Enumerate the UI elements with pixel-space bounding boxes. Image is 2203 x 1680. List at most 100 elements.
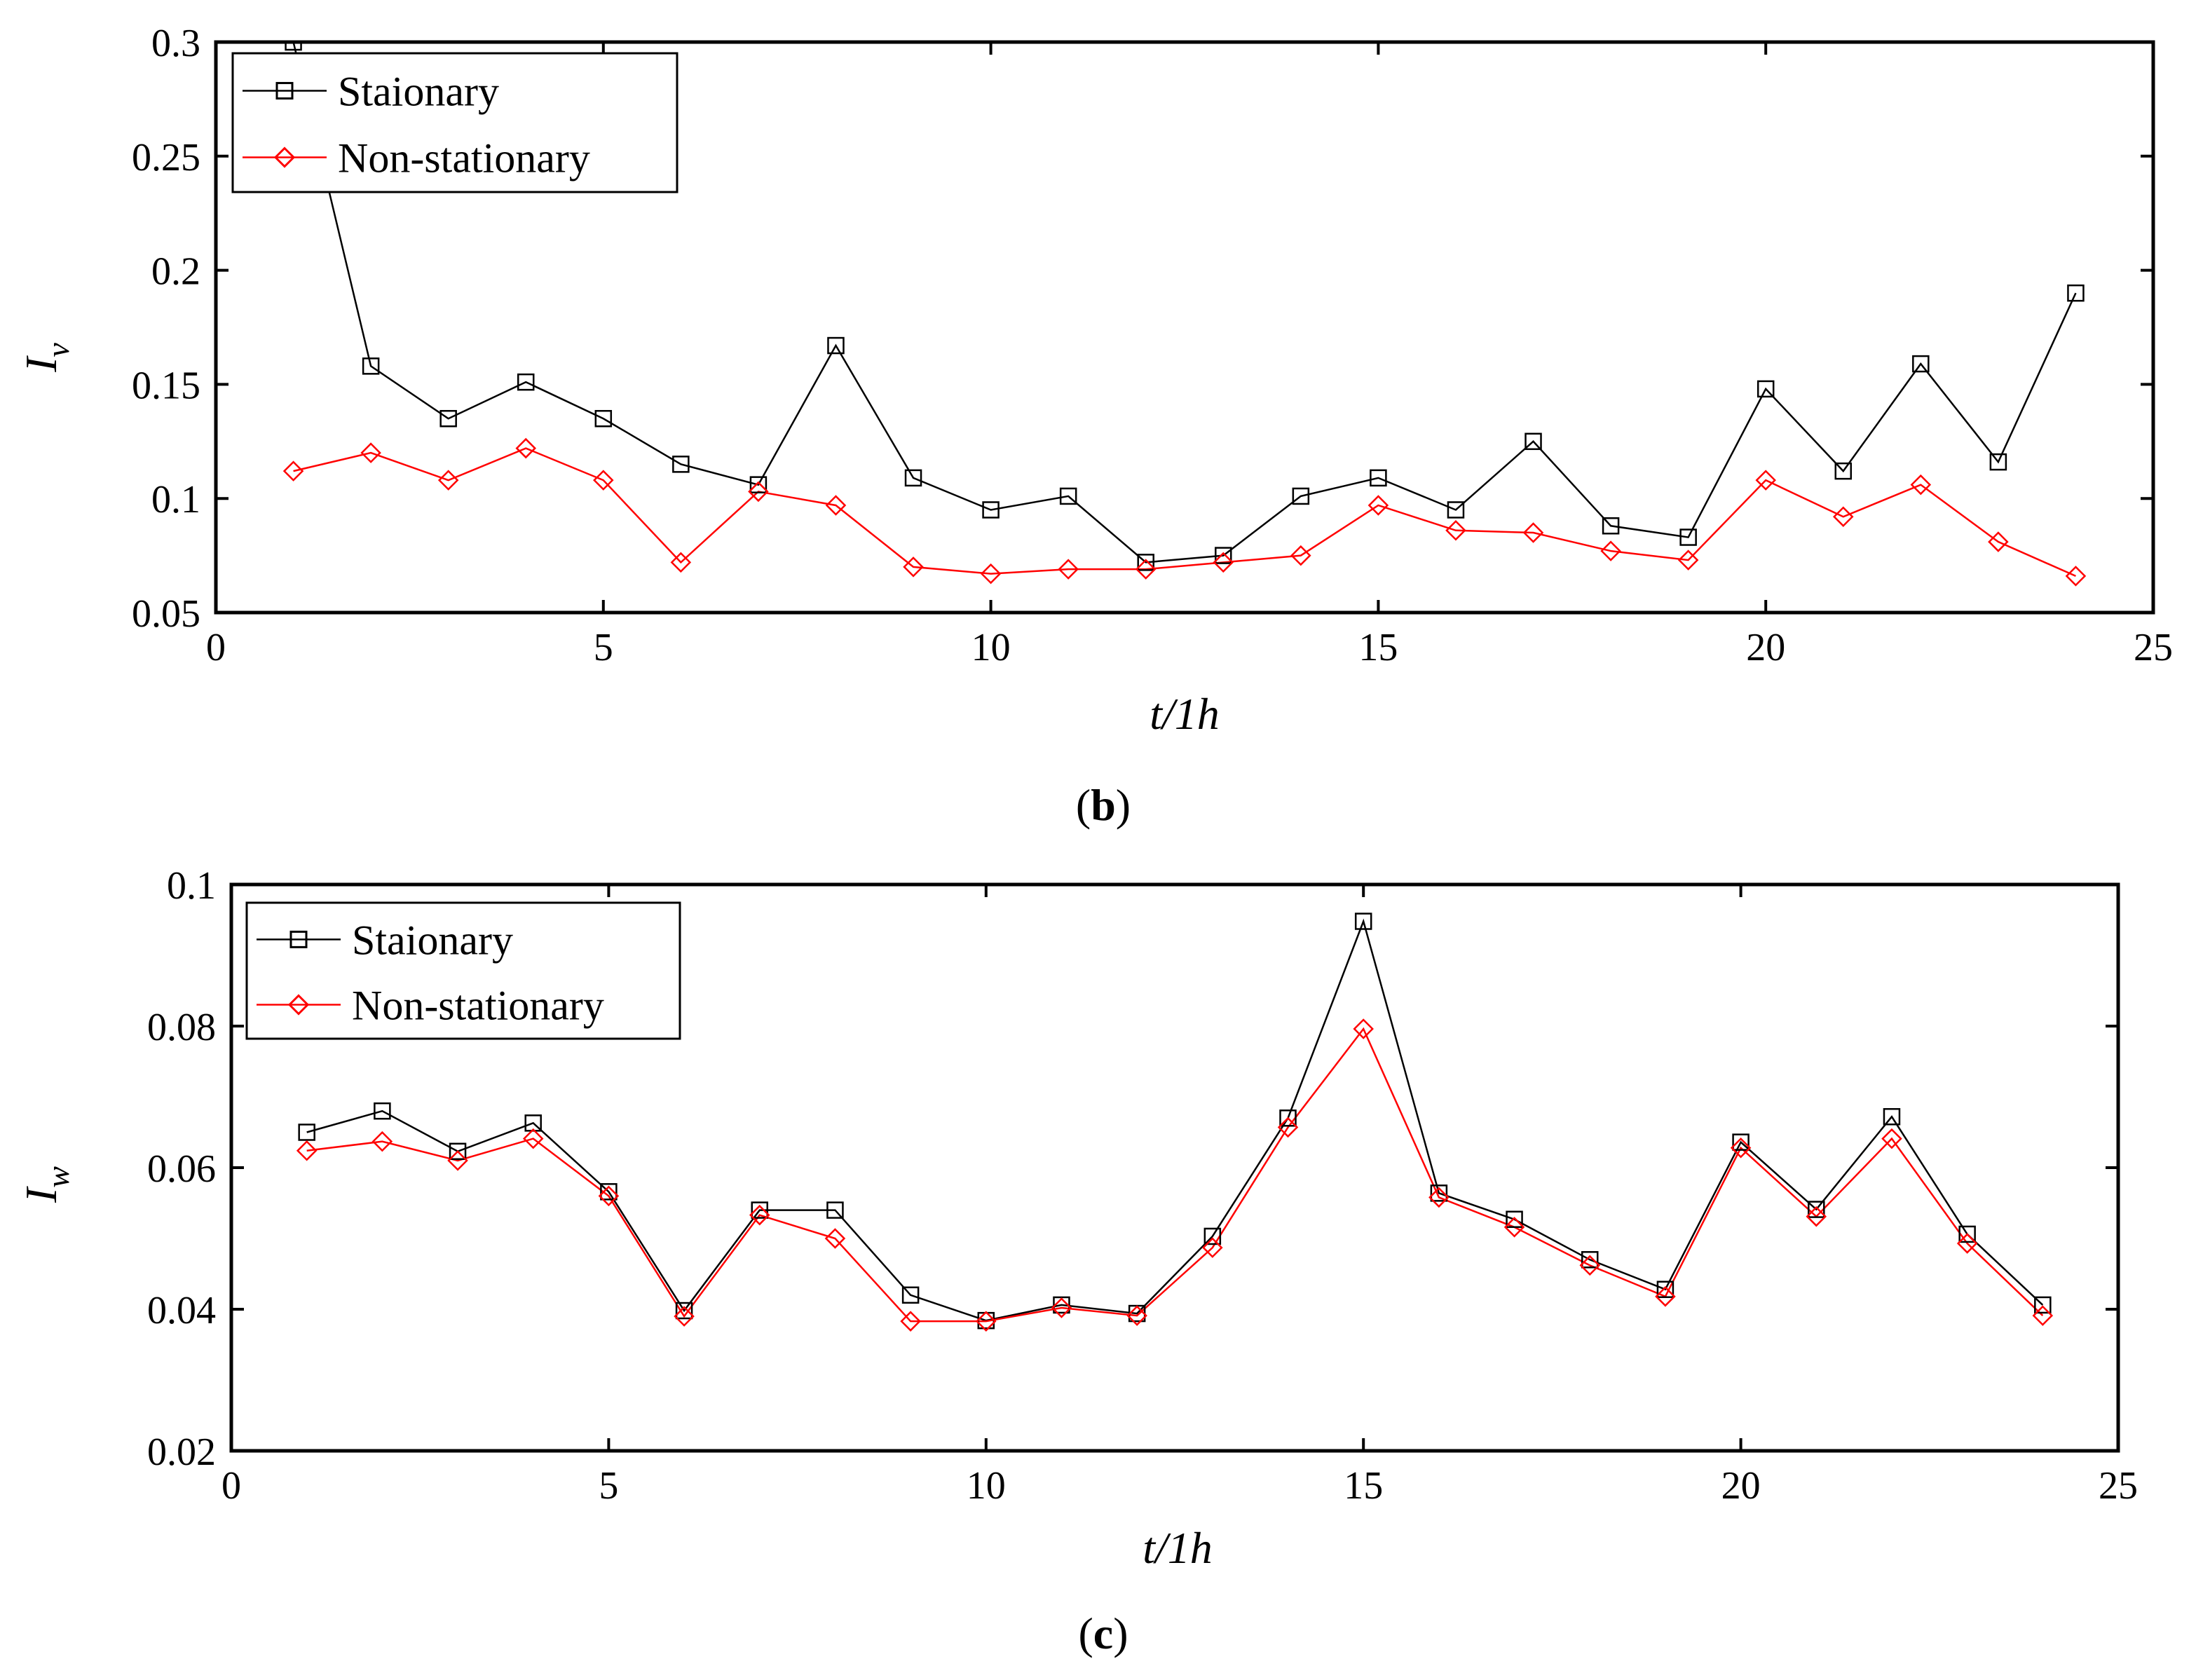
x-tick-label: 5 bbox=[599, 1464, 618, 1508]
x-tick-label: 0 bbox=[206, 626, 226, 669]
data-point-non-stationary bbox=[1832, 506, 1854, 528]
series-line-staionary bbox=[292, 42, 2077, 564]
data-point-staionary bbox=[1354, 913, 1372, 930]
data-point-staionary bbox=[449, 1142, 467, 1161]
data-point-staionary bbox=[1137, 554, 1154, 571]
axes-frame-c bbox=[229, 882, 2120, 1453]
series-lines-b bbox=[292, 42, 2077, 578]
y-axis-label-base-c: I bbox=[16, 1186, 66, 1203]
x-tick-label: 20 bbox=[1746, 626, 1785, 669]
data-point-non-stationary bbox=[515, 437, 537, 459]
data-point-staionary bbox=[1808, 1201, 1825, 1218]
data-point-staionary bbox=[439, 409, 457, 428]
data-point-non-stationary bbox=[593, 470, 614, 491]
data-point-non-stationary bbox=[900, 1311, 921, 1332]
legend-label-stationary-b: Staionary bbox=[338, 68, 499, 114]
data-point-staionary bbox=[1602, 517, 1620, 535]
data-point-non-stationary bbox=[1445, 520, 1466, 541]
axes-frame-b bbox=[214, 40, 2155, 615]
data-point-non-stationary bbox=[1655, 1286, 1676, 1307]
data-point-staionary bbox=[1525, 432, 1542, 451]
data-point-staionary bbox=[672, 456, 690, 473]
data-point-non-stationary bbox=[360, 442, 381, 463]
data-point-staionary bbox=[1203, 1227, 1222, 1245]
data-point-non-stationary bbox=[1126, 1305, 1147, 1326]
data-point-non-stationary bbox=[522, 1128, 544, 1149]
data-point-staionary bbox=[298, 1124, 315, 1141]
legend-label-non-stationary-c: Non-stationary bbox=[352, 983, 604, 1029]
data-point-staionary bbox=[1912, 355, 1930, 373]
y-axis-label-sub-b: v bbox=[40, 343, 76, 357]
data-point-staionary bbox=[2067, 284, 2085, 302]
data-point-non-stationary bbox=[1755, 470, 1776, 491]
legend-marker-stationary-c bbox=[289, 930, 308, 948]
data-point-non-stationary bbox=[1213, 552, 1234, 573]
data-point-non-stationary bbox=[824, 1228, 846, 1249]
data-point-staionary bbox=[1883, 1108, 1901, 1126]
y-tick-label: 0.3 bbox=[151, 22, 200, 65]
y-tick-label: 0.15 bbox=[132, 364, 200, 407]
data-point-non-stationary bbox=[749, 1204, 770, 1226]
data-point-non-stationary bbox=[1988, 531, 2009, 552]
legend-marker-non-stationary-c bbox=[287, 994, 310, 1016]
data-point-non-stationary bbox=[748, 481, 769, 503]
series-lines-c bbox=[306, 918, 2044, 1323]
data-point-non-stationary bbox=[1135, 559, 1157, 580]
data-point-non-stationary bbox=[1368, 495, 1389, 516]
data-point-staionary bbox=[675, 1302, 693, 1320]
x-tick-label: 25 bbox=[2134, 626, 2173, 669]
data-point-staionary bbox=[1757, 380, 1775, 398]
data-point-non-stationary bbox=[1600, 540, 1621, 561]
data-point-non-stationary bbox=[447, 1150, 468, 1171]
data-point-staionary bbox=[1732, 1133, 1750, 1151]
data-point-staionary bbox=[1989, 453, 2007, 471]
y-tick-label: 0.2 bbox=[151, 250, 200, 294]
y-tick-label: 0.05 bbox=[132, 592, 200, 636]
data-point-staionary bbox=[982, 501, 1000, 519]
data-point-staionary bbox=[524, 1114, 542, 1132]
data-point-staionary bbox=[827, 336, 845, 355]
data-point-staionary bbox=[1958, 1225, 1976, 1243]
data-point-staionary bbox=[1053, 1296, 1070, 1314]
data-point-non-stationary bbox=[1202, 1237, 1223, 1258]
data-point-staionary bbox=[600, 1183, 618, 1201]
data-point-non-stationary bbox=[1277, 1116, 1299, 1138]
x-tick-label: 15 bbox=[1358, 626, 1398, 669]
legend-c: Staionary Non-stationary bbox=[245, 901, 681, 1040]
chart-panel-b: 0 5 10 15 20 25 0.05 0.1 0.15 0.2 0.25 0.3 Staionar… bbox=[16, 22, 2173, 830]
data-point-non-stationary bbox=[1881, 1128, 1902, 1149]
series-line-staionary bbox=[306, 918, 2044, 1322]
data-point-staionary bbox=[1430, 1184, 1448, 1202]
data-point-non-stationary bbox=[1428, 1187, 1450, 1208]
x-axis-label-c: t/1h bbox=[1143, 1523, 1213, 1573]
markers-b bbox=[282, 42, 2087, 587]
series-line-non-stationary bbox=[293, 447, 2076, 578]
markers-c bbox=[296, 913, 2054, 1332]
legend-b: Staionary Non-stationary bbox=[231, 52, 678, 193]
data-point-non-stationary bbox=[980, 563, 1002, 585]
data-point-non-stationary bbox=[1730, 1137, 1752, 1159]
y-axis-label-sub-c: w bbox=[40, 1166, 76, 1188]
data-point-non-stationary bbox=[1956, 1233, 1978, 1254]
x-tick-label: 15 bbox=[1344, 1464, 1383, 1508]
data-point-staionary bbox=[1279, 1109, 1297, 1127]
data-point-non-stationary bbox=[282, 460, 304, 482]
tick-labels-c: 0 5 10 15 20 25 0.02 0.04 0.06 0.08 0.1 bbox=[147, 864, 2138, 1508]
data-point-staionary bbox=[374, 1102, 391, 1120]
y-axis-label-b: Iv bbox=[16, 343, 76, 373]
caption-b: (b) bbox=[1076, 780, 1131, 830]
data-point-staionary bbox=[1215, 547, 1232, 564]
x-tick-label: 5 bbox=[594, 626, 613, 669]
data-point-non-stationary bbox=[2032, 1305, 2054, 1326]
y-tick-label: 0.25 bbox=[132, 136, 200, 179]
y-tick-label: 0.08 bbox=[147, 1006, 216, 1049]
data-point-non-stationary bbox=[371, 1131, 393, 1152]
legend-label-stationary-c: Staionary bbox=[352, 917, 513, 963]
data-point-staionary bbox=[1581, 1251, 1599, 1269]
data-point-staionary bbox=[1370, 469, 1387, 487]
data-point-non-stationary bbox=[1353, 1018, 1374, 1039]
data-point-staionary bbox=[2034, 1296, 2052, 1314]
data-point-staionary bbox=[517, 373, 535, 391]
y-tick-label: 0.02 bbox=[147, 1430, 216, 1474]
data-point-staionary bbox=[749, 476, 768, 493]
